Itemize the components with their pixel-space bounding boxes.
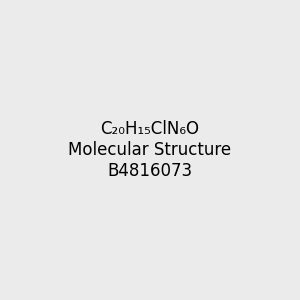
Text: C₂₀H₁₅ClN₆O
Molecular Structure
B4816073: C₂₀H₁₅ClN₆O Molecular Structure B4816073 — [68, 120, 232, 180]
